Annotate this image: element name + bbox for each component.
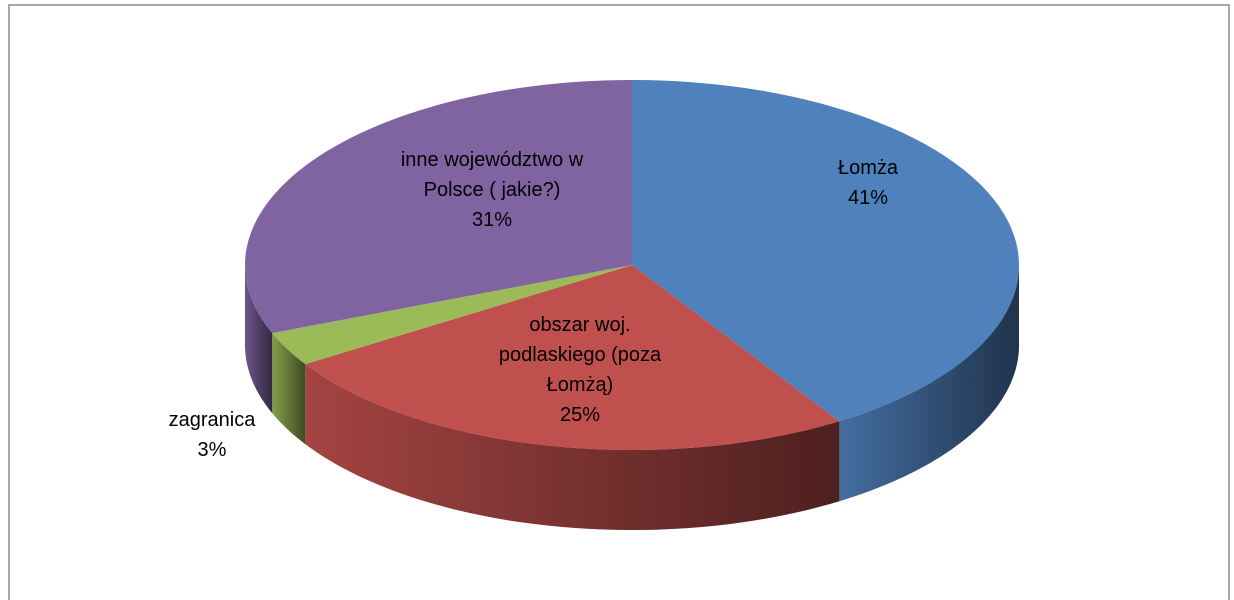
data-label: inne województwo w Polsce ( jakie?) 31% xyxy=(372,145,612,235)
value-label: 31% xyxy=(471,209,513,231)
slice-side-shade xyxy=(245,265,273,414)
slice-side-shade xyxy=(272,333,306,445)
category-label: Łomża xyxy=(837,157,899,179)
slice xyxy=(245,80,632,334)
category-label: inne województwo w Polsce ( jakie?) xyxy=(400,149,584,201)
value-label: 25% xyxy=(559,404,601,426)
slice xyxy=(272,265,632,365)
data-label: Łomża 41% xyxy=(758,153,978,213)
value-label: 41% xyxy=(847,187,889,209)
slice xyxy=(632,80,1019,422)
category-label: zagranica xyxy=(168,409,256,431)
data-label: obszar woj. podlaskiego (poza Łomżą) 25% xyxy=(485,310,675,430)
value-label: 3% xyxy=(197,439,227,461)
data-label: zagranica 3% xyxy=(132,405,292,465)
category-label: obszar woj. podlaskiego (poza Łomżą) xyxy=(498,314,662,396)
slice-side-shade xyxy=(305,364,840,530)
slice-side-shade xyxy=(839,265,1019,502)
slice xyxy=(305,265,840,450)
